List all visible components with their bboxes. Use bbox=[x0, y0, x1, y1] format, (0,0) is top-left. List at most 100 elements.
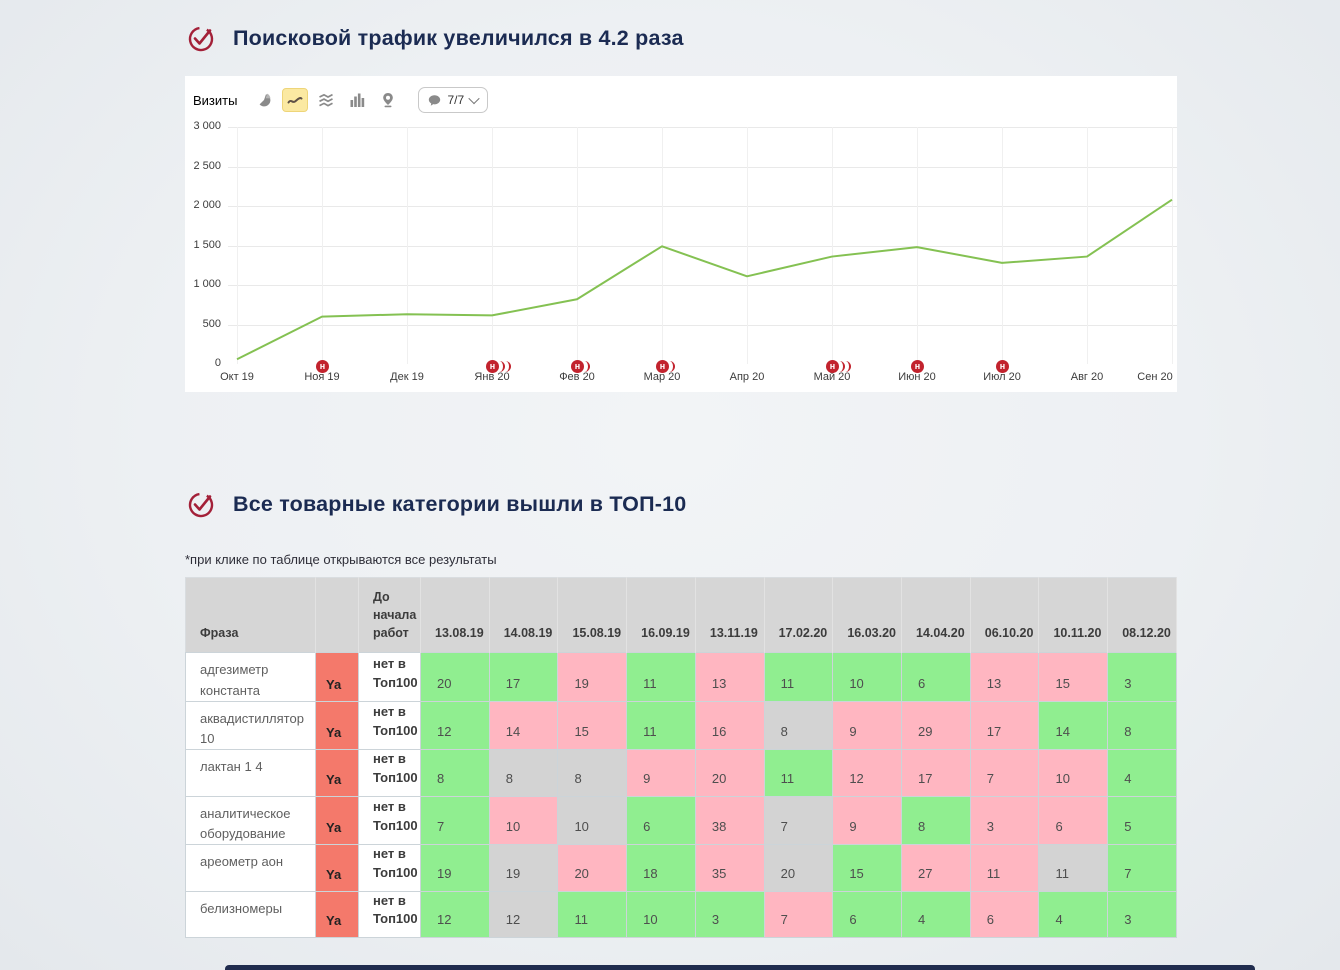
position-cell[interactable]: 8 bbox=[901, 795, 971, 845]
position-cell[interactable]: 6 bbox=[626, 795, 696, 845]
chart-type-bar-button[interactable] bbox=[344, 88, 370, 112]
position-cell[interactable]: 5 bbox=[1107, 795, 1177, 845]
position-cell[interactable]: 17 bbox=[488, 652, 559, 702]
position-cell[interactable]: 9 bbox=[832, 700, 903, 750]
position-cell[interactable]: 7 bbox=[969, 748, 1040, 797]
position-cell[interactable]: 18 bbox=[626, 843, 696, 892]
positions-table[interactable]: Фраза До начала работ 13.08.19 14.08.19 15.0… bbox=[185, 577, 1177, 939]
position-cell[interactable]: 20 bbox=[420, 652, 490, 702]
chart-type-line-button[interactable] bbox=[282, 88, 309, 112]
position-cell[interactable]: 3 bbox=[969, 795, 1040, 845]
position-cell[interactable]: 10 bbox=[1038, 748, 1109, 797]
position-cell[interactable]: 10 bbox=[626, 890, 696, 939]
position-cell[interactable]: 11 bbox=[1038, 843, 1109, 892]
metrica-note-marker[interactable]: н bbox=[571, 360, 590, 373]
keyword-row[interactable]: ареометр аон Ya нет в Топ100 19 19 20 18 35 20 15… bbox=[185, 843, 1177, 892]
keyword-row[interactable]: аналитическое оборудование Ya нет в Топ100… bbox=[185, 795, 1177, 845]
position-cell[interactable]: 12 bbox=[488, 890, 559, 939]
position-cell[interactable]: 6 bbox=[832, 890, 903, 939]
position-cell[interactable]: 8 bbox=[763, 700, 834, 750]
position-cell[interactable]: 4 bbox=[901, 890, 971, 939]
keyword-row[interactable]: адгезиметр константа Ya нет в Топ100 20 17 19… bbox=[185, 652, 1177, 702]
position-cell[interactable]: 29 bbox=[901, 700, 971, 750]
position-cell[interactable]: 11 bbox=[626, 652, 696, 702]
position-cell[interactable]: 3 bbox=[1107, 652, 1177, 702]
metrica-note-marker[interactable]: н bbox=[316, 360, 329, 373]
position-cell[interactable]: 7 bbox=[763, 890, 834, 939]
keyword-phrase-cell[interactable]: ареометр аон bbox=[185, 843, 316, 892]
keyword-phrase-cell[interactable]: адгезиметр константа bbox=[185, 652, 316, 702]
position-cell[interactable]: 17 bbox=[969, 700, 1040, 750]
metrica-note-marker[interactable]: н bbox=[486, 360, 511, 373]
position-cell[interactable]: 3 bbox=[694, 890, 765, 939]
position-cell[interactable]: 9 bbox=[626, 748, 696, 797]
keyword-phrase-cell[interactable]: белизномеры bbox=[185, 890, 316, 939]
position-cell[interactable]: 11 bbox=[626, 700, 696, 750]
position-cell[interactable]: 6 bbox=[1038, 795, 1109, 845]
position-cell[interactable]: 10 bbox=[488, 795, 559, 845]
position-cell[interactable]: 19 bbox=[557, 652, 628, 702]
keyword-row[interactable]: белизномеры Ya нет в Топ100 12 12 11 10 3 7 6 4 6 4 3 bbox=[185, 890, 1177, 939]
position-cell[interactable]: 6 bbox=[969, 890, 1040, 939]
position-cell[interactable]: 20 bbox=[763, 843, 834, 892]
position-cell[interactable]: 8 bbox=[1107, 700, 1177, 750]
position-cell[interactable]: 19 bbox=[488, 843, 559, 892]
search-engine-cell[interactable]: Ya bbox=[315, 748, 359, 797]
position-cell[interactable]: 14 bbox=[1038, 700, 1109, 750]
position-cell[interactable]: 10 bbox=[557, 795, 628, 845]
before-work-position-cell[interactable]: нет в Топ100 bbox=[358, 843, 421, 892]
metrica-note-marker[interactable]: н bbox=[996, 360, 1009, 373]
before-work-position-cell[interactable]: нет в Топ100 bbox=[358, 795, 421, 845]
position-cell[interactable]: 17 bbox=[901, 748, 971, 797]
position-cell[interactable]: 19 bbox=[420, 843, 490, 892]
position-cell[interactable]: 13 bbox=[694, 652, 765, 702]
chart-type-pie-button[interactable] bbox=[251, 88, 277, 112]
position-cell[interactable]: 3 bbox=[1107, 890, 1177, 939]
position-cell[interactable]: 10 bbox=[832, 652, 903, 702]
position-cell[interactable]: 15 bbox=[1038, 652, 1109, 702]
position-cell[interactable]: 14 bbox=[488, 700, 559, 750]
position-cell[interactable]: 12 bbox=[420, 890, 490, 939]
position-cell[interactable]: 16 bbox=[694, 700, 765, 750]
before-work-position-cell[interactable]: нет в Топ100 bbox=[358, 652, 421, 702]
position-cell[interactable]: 15 bbox=[832, 843, 903, 892]
position-cell[interactable]: 11 bbox=[763, 652, 834, 702]
position-cell[interactable]: 11 bbox=[557, 890, 628, 939]
position-cell[interactable]: 4 bbox=[1107, 748, 1177, 797]
position-cell[interactable]: 12 bbox=[420, 700, 490, 750]
search-engine-cell[interactable]: Ya bbox=[315, 795, 359, 845]
metrica-note-marker[interactable]: н bbox=[656, 360, 675, 373]
position-cell[interactable]: 8 bbox=[488, 748, 559, 797]
keyword-row[interactable]: аквадистиллятор 10 Ya нет в Топ100 12 14 15 11… bbox=[185, 700, 1177, 750]
position-cell[interactable]: 20 bbox=[694, 748, 765, 797]
search-engine-cell[interactable]: Ya bbox=[315, 890, 359, 939]
position-cell[interactable]: 4 bbox=[1038, 890, 1109, 939]
keyword-phrase-cell[interactable]: аналитическое оборудование bbox=[185, 795, 316, 845]
position-cell[interactable]: 8 bbox=[420, 748, 490, 797]
search-engine-cell[interactable]: Ya bbox=[315, 652, 359, 702]
position-cell[interactable]: 6 bbox=[901, 652, 971, 702]
chart-type-map-button[interactable] bbox=[375, 88, 401, 112]
metrica-note-marker[interactable]: н bbox=[911, 360, 924, 373]
position-cell[interactable]: 15 bbox=[557, 700, 628, 750]
before-work-position-cell[interactable]: нет в Топ100 bbox=[358, 890, 421, 939]
metrica-note-marker[interactable]: н bbox=[826, 360, 851, 373]
position-cell[interactable]: 13 bbox=[969, 652, 1040, 702]
position-cell[interactable]: 11 bbox=[763, 748, 834, 797]
search-engine-cell[interactable]: Ya bbox=[315, 700, 359, 750]
position-cell[interactable]: 11 bbox=[969, 843, 1040, 892]
position-cell[interactable]: 20 bbox=[557, 843, 628, 892]
position-cell[interactable]: 7 bbox=[420, 795, 490, 845]
before-work-position-cell[interactable]: нет в Топ100 bbox=[358, 700, 421, 750]
keyword-row[interactable]: лактан 1 4 Ya нет в Топ100 8 8 8 9 20 11 12 17 7 10 4 bbox=[185, 748, 1177, 797]
notes-filter-dropdown[interactable]: 7/7 bbox=[418, 87, 489, 113]
keyword-phrase-cell[interactable]: аквадистиллятор 10 bbox=[185, 700, 316, 750]
search-engine-cell[interactable]: Ya bbox=[315, 843, 359, 892]
position-cell[interactable]: 12 bbox=[832, 748, 903, 797]
chart-type-area-button[interactable] bbox=[313, 88, 339, 112]
position-cell[interactable]: 9 bbox=[832, 795, 903, 845]
keyword-phrase-cell[interactable]: лактан 1 4 bbox=[185, 748, 316, 797]
position-cell[interactable]: 8 bbox=[557, 748, 628, 797]
position-cell[interactable]: 35 bbox=[694, 843, 765, 892]
position-cell[interactable]: 7 bbox=[1107, 843, 1177, 892]
